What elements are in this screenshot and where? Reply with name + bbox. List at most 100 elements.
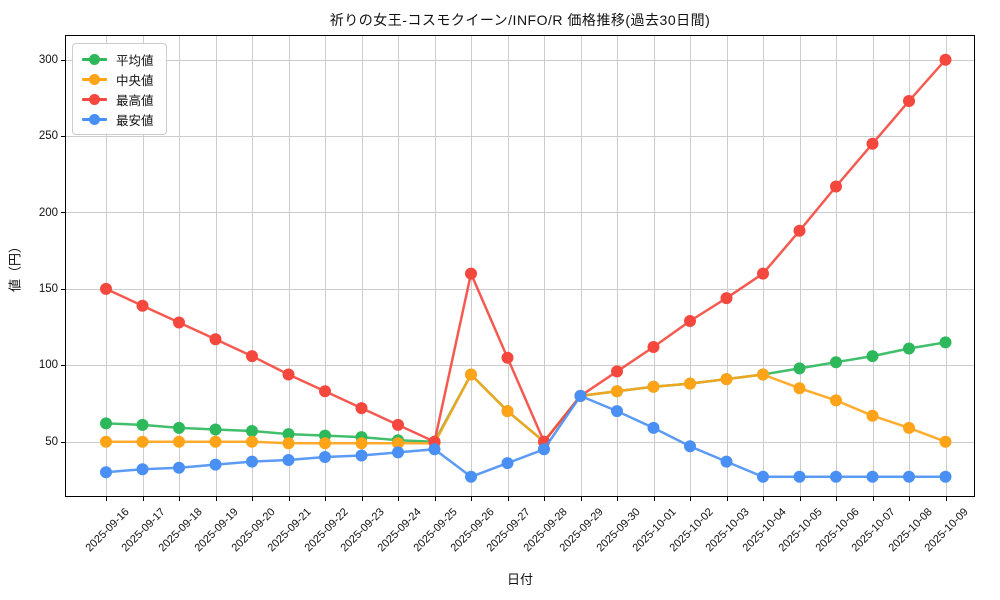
y-tick-label: 300 <box>38 53 58 66</box>
point-max <box>866 137 879 150</box>
point-max <box>939 53 952 66</box>
point-max <box>173 316 185 329</box>
point-median <box>465 368 477 381</box>
point-median <box>100 435 112 448</box>
y-tick-label: 100 <box>38 359 58 372</box>
point-avg <box>136 418 149 431</box>
point-max <box>100 282 112 295</box>
series-min <box>100 389 952 483</box>
point-avg <box>282 428 295 441</box>
point-avg <box>903 342 915 355</box>
point-min <box>465 470 477 483</box>
point-min <box>939 470 952 483</box>
legend-label-median: 中央値 <box>116 73 154 88</box>
point-max <box>501 351 514 364</box>
point-avg <box>830 356 842 369</box>
plot-frame <box>65 35 975 497</box>
point-min <box>136 463 149 476</box>
point-max <box>793 224 806 237</box>
point-max <box>246 350 258 363</box>
point-min <box>501 457 514 470</box>
point-max <box>282 368 295 381</box>
series-avg <box>100 336 952 448</box>
x-axis-label: 日付 <box>506 572 533 587</box>
point-min <box>355 449 368 462</box>
point-max <box>647 341 660 353</box>
point-max <box>136 299 149 312</box>
point-median <box>282 437 295 450</box>
axis-ticks <box>61 60 947 501</box>
point-median <box>611 385 623 398</box>
point-avg <box>209 423 222 436</box>
point-min <box>720 455 733 468</box>
legend-item-median: 中央値 <box>82 69 154 89</box>
point-avg <box>173 421 185 434</box>
point-median <box>355 437 368 450</box>
chart-title: 祈りの女王-コスモクイーン/INFO/R 価格推移(過去30日間) <box>329 12 711 28</box>
point-min <box>538 443 550 456</box>
point-min <box>903 470 915 483</box>
legend: 平均値中央値最高値最安値 <box>72 43 167 135</box>
point-avg <box>246 425 258 437</box>
point-max <box>319 385 331 398</box>
point-min <box>100 466 112 479</box>
legend-label-max: 最高値 <box>116 93 154 108</box>
legend-marker-min-icon <box>82 114 107 125</box>
point-min <box>793 470 806 483</box>
point-median <box>647 380 660 393</box>
point-min <box>246 455 258 468</box>
point-median <box>757 368 769 381</box>
point-max <box>903 95 915 107</box>
point-median <box>392 437 404 450</box>
point-max <box>720 292 733 305</box>
point-median <box>136 435 149 448</box>
point-median <box>209 435 222 448</box>
legend-marker-avg-icon <box>82 54 107 65</box>
gridlines <box>65 35 975 497</box>
point-min <box>611 405 623 418</box>
point-median <box>830 394 842 407</box>
point-median <box>173 435 185 448</box>
point-min <box>684 440 696 453</box>
y-tick-label: 250 <box>38 130 58 143</box>
point-min <box>647 421 660 434</box>
legend-label-avg: 平均値 <box>116 53 154 68</box>
legend-marker-max-icon <box>82 94 107 105</box>
point-max <box>392 418 404 431</box>
point-median <box>793 382 806 395</box>
point-median <box>319 437 331 450</box>
line-min <box>104 394 947 479</box>
line-max <box>104 58 947 443</box>
point-min <box>173 461 185 474</box>
legend-item-max: 最高値 <box>82 89 154 109</box>
point-min <box>757 470 769 483</box>
point-max <box>611 365 623 378</box>
point-max <box>209 333 222 346</box>
point-min <box>428 443 441 456</box>
legend-label-min: 最安値 <box>116 113 154 128</box>
point-max <box>355 402 368 415</box>
point-median <box>939 435 952 448</box>
y-tick-label: 200 <box>38 206 58 219</box>
point-avg <box>866 350 879 363</box>
legend-item-min: 最安値 <box>82 109 154 129</box>
y-tick-label: 150 <box>38 282 58 295</box>
legend-marker-median-icon <box>82 74 107 85</box>
point-median <box>720 373 733 386</box>
point-min <box>282 454 295 466</box>
series-max <box>100 53 952 448</box>
point-avg <box>793 362 806 375</box>
point-median <box>246 435 258 448</box>
point-max <box>830 180 842 193</box>
point-max <box>757 267 769 280</box>
point-median <box>903 421 915 434</box>
point-median <box>866 409 879 422</box>
point-min <box>866 470 879 483</box>
point-min <box>209 458 222 471</box>
point-avg <box>100 417 112 430</box>
point-median <box>684 377 696 390</box>
point-median <box>501 405 514 418</box>
series-median <box>100 368 952 450</box>
